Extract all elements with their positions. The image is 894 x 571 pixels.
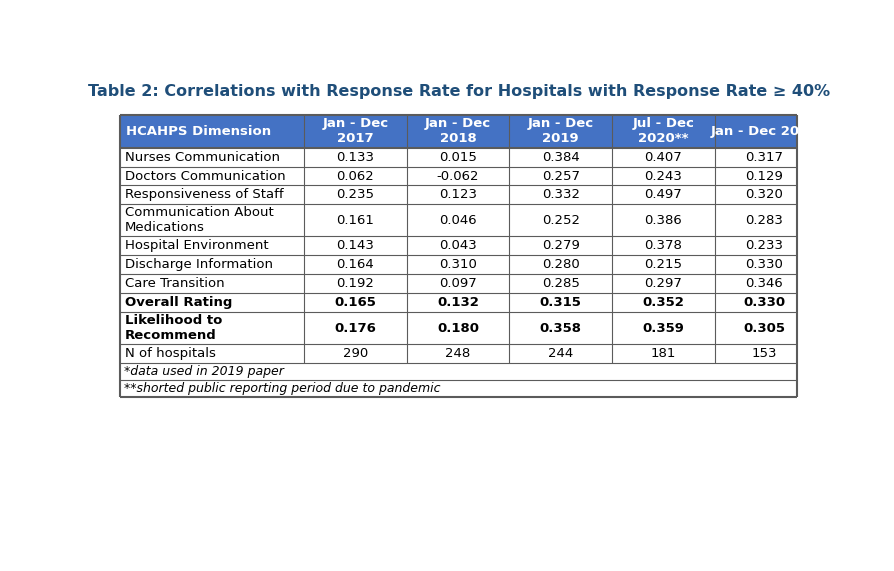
Text: 0.315: 0.315 bbox=[539, 296, 581, 309]
Text: Table 2: Correlations with Response Rate for Hospitals with Response Rate ≥ 40%: Table 2: Correlations with Response Rate… bbox=[88, 84, 829, 99]
Text: 0.046: 0.046 bbox=[439, 214, 477, 227]
Text: 0.317: 0.317 bbox=[745, 151, 782, 164]
Text: Jan - Dec
2018: Jan - Dec 2018 bbox=[425, 117, 491, 145]
Text: 0.305: 0.305 bbox=[742, 321, 784, 335]
Text: HCAHPS Dimension: HCAHPS Dimension bbox=[125, 124, 271, 138]
Text: 0.407: 0.407 bbox=[644, 151, 681, 164]
Text: 0.123: 0.123 bbox=[438, 188, 477, 202]
Text: 0.129: 0.129 bbox=[745, 170, 782, 183]
Bar bbox=[120, 312, 797, 344]
Text: 0.043: 0.043 bbox=[439, 239, 477, 252]
Text: 181: 181 bbox=[650, 347, 675, 360]
Text: Responsiveness of Staff: Responsiveness of Staff bbox=[125, 188, 283, 202]
Text: 290: 290 bbox=[342, 347, 367, 360]
Bar bbox=[120, 274, 797, 293]
Text: 0.132: 0.132 bbox=[436, 296, 478, 309]
Text: **shorted public reporting period due to pandemic: **shorted public reporting period due to… bbox=[124, 381, 441, 395]
Text: 0.180: 0.180 bbox=[436, 321, 478, 335]
Text: Jan - Dec
2019: Jan - Dec 2019 bbox=[527, 117, 593, 145]
Text: 0.352: 0.352 bbox=[642, 296, 684, 309]
Text: 0.285: 0.285 bbox=[541, 278, 579, 290]
Text: -0.062: -0.062 bbox=[436, 170, 478, 183]
Bar bbox=[120, 204, 797, 236]
Text: 0.359: 0.359 bbox=[642, 321, 684, 335]
Text: Doctors Communication: Doctors Communication bbox=[125, 170, 285, 183]
Text: 0.062: 0.062 bbox=[336, 170, 374, 183]
Bar bbox=[120, 186, 797, 204]
Text: 0.280: 0.280 bbox=[541, 258, 579, 271]
Text: 0.330: 0.330 bbox=[742, 296, 784, 309]
Text: 0.279: 0.279 bbox=[541, 239, 579, 252]
Text: 0.235: 0.235 bbox=[336, 188, 374, 202]
Text: Overall Rating: Overall Rating bbox=[125, 296, 232, 309]
Text: 0.310: 0.310 bbox=[439, 258, 477, 271]
Text: 0.233: 0.233 bbox=[745, 239, 782, 252]
Text: 0.386: 0.386 bbox=[644, 214, 681, 227]
Text: 0.161: 0.161 bbox=[336, 214, 374, 227]
Text: Communication About
Medications: Communication About Medications bbox=[125, 207, 274, 235]
Text: 0.252: 0.252 bbox=[541, 214, 579, 227]
Text: 0.358: 0.358 bbox=[539, 321, 581, 335]
Text: 0.378: 0.378 bbox=[644, 239, 681, 252]
Bar bbox=[120, 236, 797, 255]
Bar bbox=[120, 115, 797, 148]
Text: Nurses Communication: Nurses Communication bbox=[125, 151, 280, 164]
Text: 0.346: 0.346 bbox=[745, 278, 782, 290]
Bar bbox=[120, 167, 797, 186]
Text: 244: 244 bbox=[547, 347, 573, 360]
Text: 0.297: 0.297 bbox=[644, 278, 681, 290]
Text: Jul - Dec
2020**: Jul - Dec 2020** bbox=[632, 117, 694, 145]
Bar bbox=[120, 293, 797, 312]
Bar bbox=[120, 148, 797, 167]
Text: Jan - Dec 2021: Jan - Dec 2021 bbox=[710, 124, 817, 138]
Text: Care Transition: Care Transition bbox=[125, 278, 224, 290]
Text: 0.192: 0.192 bbox=[336, 278, 374, 290]
Text: Likelihood to
Recommend: Likelihood to Recommend bbox=[125, 314, 223, 342]
Text: 0.283: 0.283 bbox=[745, 214, 782, 227]
Text: 153: 153 bbox=[751, 347, 776, 360]
Text: 0.215: 0.215 bbox=[644, 258, 681, 271]
Text: 0.384: 0.384 bbox=[541, 151, 579, 164]
Text: 0.097: 0.097 bbox=[439, 278, 477, 290]
Text: 0.133: 0.133 bbox=[336, 151, 374, 164]
Text: 0.332: 0.332 bbox=[541, 188, 579, 202]
Text: *data used in 2019 paper: *data used in 2019 paper bbox=[124, 365, 284, 378]
Text: 0.015: 0.015 bbox=[439, 151, 477, 164]
Text: 0.164: 0.164 bbox=[336, 258, 374, 271]
Text: Discharge Information: Discharge Information bbox=[125, 258, 273, 271]
Text: N of hospitals: N of hospitals bbox=[125, 347, 215, 360]
Text: 0.165: 0.165 bbox=[334, 296, 375, 309]
Text: Hospital Environment: Hospital Environment bbox=[125, 239, 268, 252]
Text: 0.257: 0.257 bbox=[541, 170, 579, 183]
Text: Jan - Dec
2017: Jan - Dec 2017 bbox=[322, 117, 388, 145]
Text: 0.320: 0.320 bbox=[745, 188, 782, 202]
Bar bbox=[120, 255, 797, 274]
Bar bbox=[120, 344, 797, 363]
Text: 0.176: 0.176 bbox=[334, 321, 375, 335]
Text: 0.497: 0.497 bbox=[644, 188, 681, 202]
Text: 248: 248 bbox=[445, 347, 470, 360]
Text: 0.243: 0.243 bbox=[644, 170, 681, 183]
Text: 0.330: 0.330 bbox=[745, 258, 782, 271]
Text: 0.143: 0.143 bbox=[336, 239, 374, 252]
